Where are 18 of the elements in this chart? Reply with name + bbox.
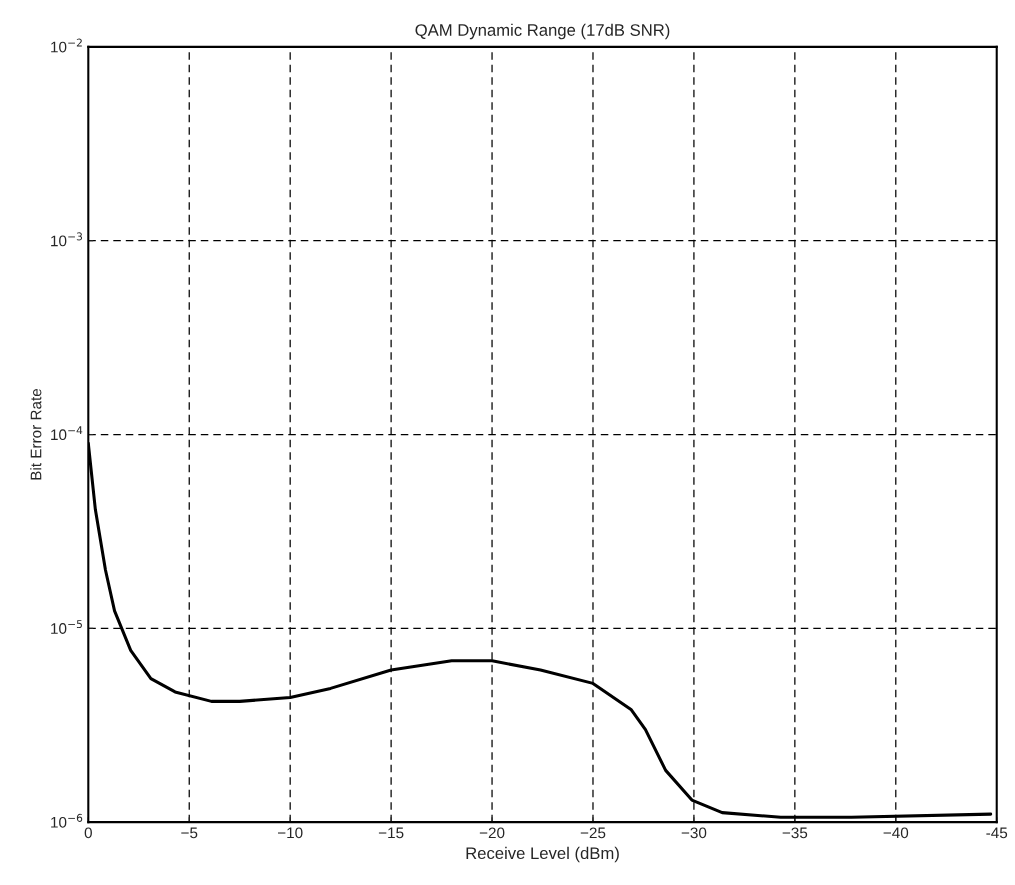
x-tick-label: −5 [181,827,198,839]
x-tick-label: 0 [84,827,92,839]
x-tick-label: −10 [277,827,303,839]
y-tick-label: 10$^{−5}$ [51,620,82,634]
y-tick-label: 10$^{−6}$ [51,813,83,828]
x-tick-label: −35 [782,827,808,839]
chart-title: QAM Dynamic Range (17dB SNR) [415,23,670,40]
x-tick-label: −25 [580,827,606,839]
x-tick-label: −40 [883,827,909,839]
x-axis-title: Receive Level (dBm) [466,846,619,863]
x-tick-label: −20 [479,827,505,839]
x-tick-label: -45 [986,827,1008,839]
x-tick-label: −30 [681,827,707,839]
x-tick-label: −15 [378,827,404,839]
y-tick-label: 10$^{−3}$ [51,232,83,247]
y-tick-label: 10$^{−4}$ [51,426,83,441]
y-tick-label: 10$^{−2}$ [51,38,82,53]
y-axis-title: Bit Error Rate [30,388,42,480]
